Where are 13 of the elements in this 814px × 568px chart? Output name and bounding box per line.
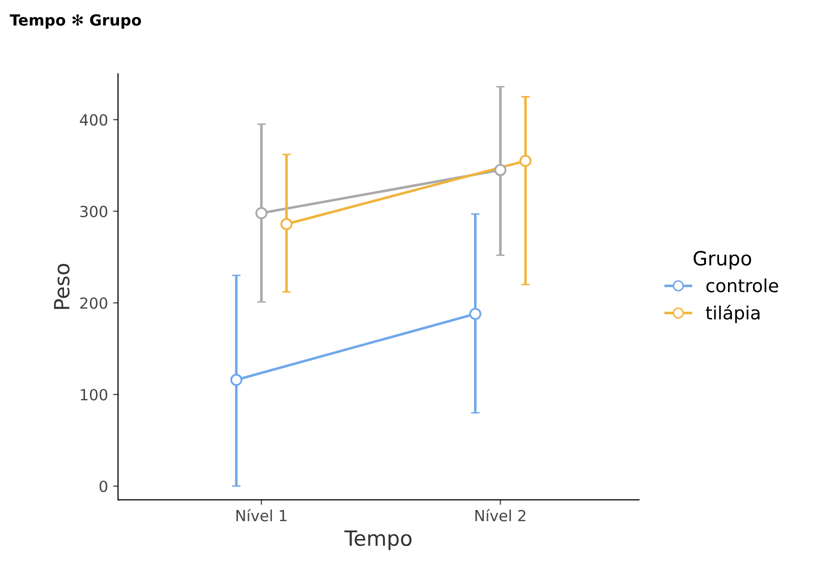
legend-label: controle: [706, 278, 778, 292]
legend-label: tilápia: [706, 304, 760, 324]
chart-title: Tempo ✻ Grupo: [10, 14, 142, 29]
x-axis-title: Tempo: [344, 530, 412, 550]
x-tick-label: Nível 1: [236, 508, 286, 522]
y-tick-label: 200: [80, 297, 108, 309]
y-tick-label: 300: [80, 206, 108, 218]
y-tick-label: 0: [100, 480, 108, 492]
y-tick-label: 400: [80, 114, 108, 126]
y-tick-label: 100: [80, 388, 108, 401]
y-axis-title: Peso: [54, 264, 70, 309]
x-tick-label: Nível 2: [475, 508, 526, 522]
legend-title: Grupo: [694, 250, 752, 270]
